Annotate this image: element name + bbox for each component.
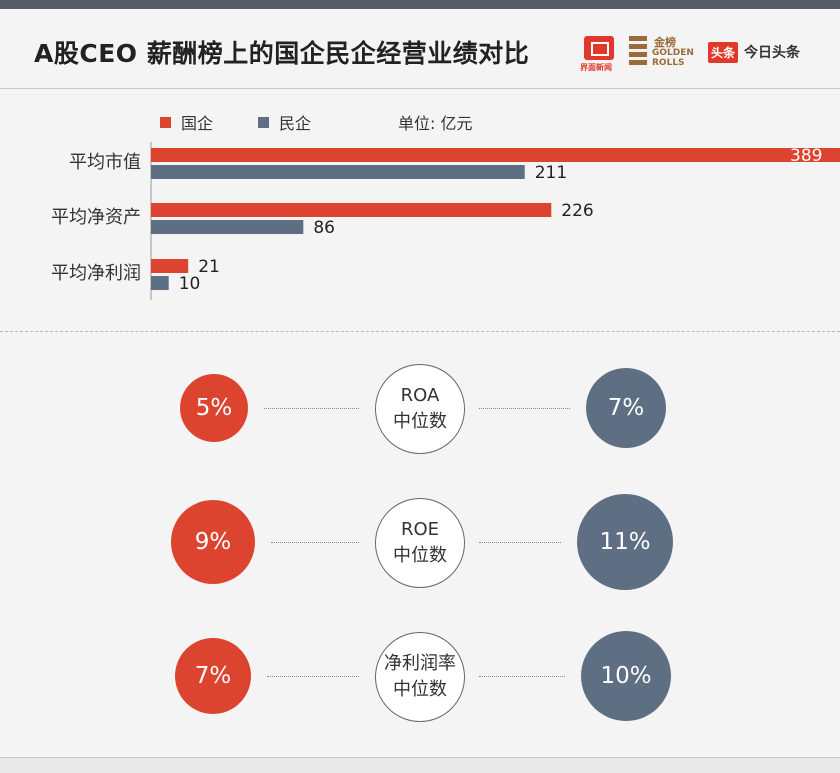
metric-label-circle: ROE 中位数 (375, 498, 465, 588)
bar (151, 203, 552, 217)
golden-rolls-logo-text: GOLDEN ROLLS (652, 48, 694, 68)
golden-rolls-logo-title: 金榜 (654, 36, 676, 49)
bar (151, 259, 189, 273)
data-label: 389 (790, 146, 822, 166)
top-bar (0, 0, 840, 9)
connector-left (264, 408, 359, 409)
metric-label-circle: ROA 中位数 (375, 364, 465, 454)
bar (151, 165, 525, 179)
unit-label: 单位: 亿元 (398, 114, 473, 133)
bottom-bar (0, 757, 840, 773)
metric-label-line1: ROE (400, 519, 440, 540)
metric-label-line2: 中位数 (393, 545, 447, 566)
connector-right (479, 408, 570, 409)
category-label: 平均市值 (69, 152, 141, 173)
legend-soe-swatch (160, 117, 171, 128)
bar (151, 148, 840, 162)
legend-private: 民企 (258, 110, 311, 134)
golden-rolls-line2: ROLLS (652, 58, 685, 68)
page-title: A股CEO 薪酬榜上的国企民企经营业绩对比 (34, 39, 530, 68)
connector-right (479, 542, 561, 543)
category-label: 平均净利润 (51, 263, 141, 284)
metric-label-line2: 中位数 (393, 411, 447, 432)
private-metric-circle: 11% (577, 494, 673, 590)
header-divider (0, 88, 840, 89)
jiemian-logo-icon (584, 36, 614, 60)
toutiao-logo-text: 今日头条 (744, 45, 800, 61)
data-label: 226 (561, 201, 593, 221)
toutiao-logo-icon: 头条 (708, 42, 739, 63)
metric-label-circle: 净利润率 中位数 (375, 632, 465, 722)
jiemian-logo-text: 界面新闻 (580, 63, 612, 72)
connector-right (479, 676, 565, 677)
soe-metric-circle: 9% (171, 500, 255, 584)
private-metric-circle: 10% (581, 631, 671, 721)
section-divider (0, 331, 840, 332)
golden-rolls-line1: GOLDEN (652, 48, 694, 58)
data-label: 21 (198, 257, 220, 277)
soe-metric-circle: 7% (175, 638, 251, 714)
soe-metric-circle: 5% (180, 374, 248, 442)
bar (151, 276, 169, 290)
legend-private-swatch (258, 117, 269, 128)
legend-soe-label: 国企 (181, 114, 214, 133)
legend-private-label: 民企 (279, 114, 312, 133)
data-label: 86 (313, 218, 335, 238)
private-metric-circle: 7% (586, 368, 666, 448)
metric-label-line1: 净利润率 (384, 653, 456, 674)
connector-left (271, 542, 359, 543)
data-label: 10 (179, 274, 201, 294)
bar (151, 220, 304, 234)
legend-soe: 国企 (160, 110, 213, 134)
data-label: 211 (535, 163, 567, 183)
golden-rolls-logo-icon (629, 36, 647, 66)
metric-label-line2: 中位数 (393, 679, 447, 700)
logo-group: 界面新闻 金榜 GOLDEN ROLLS 头条 今日头条 (580, 36, 824, 72)
connector-left (267, 676, 359, 677)
metric-label-line1: ROA (400, 385, 440, 406)
category-label: 平均净资产 (51, 207, 141, 228)
